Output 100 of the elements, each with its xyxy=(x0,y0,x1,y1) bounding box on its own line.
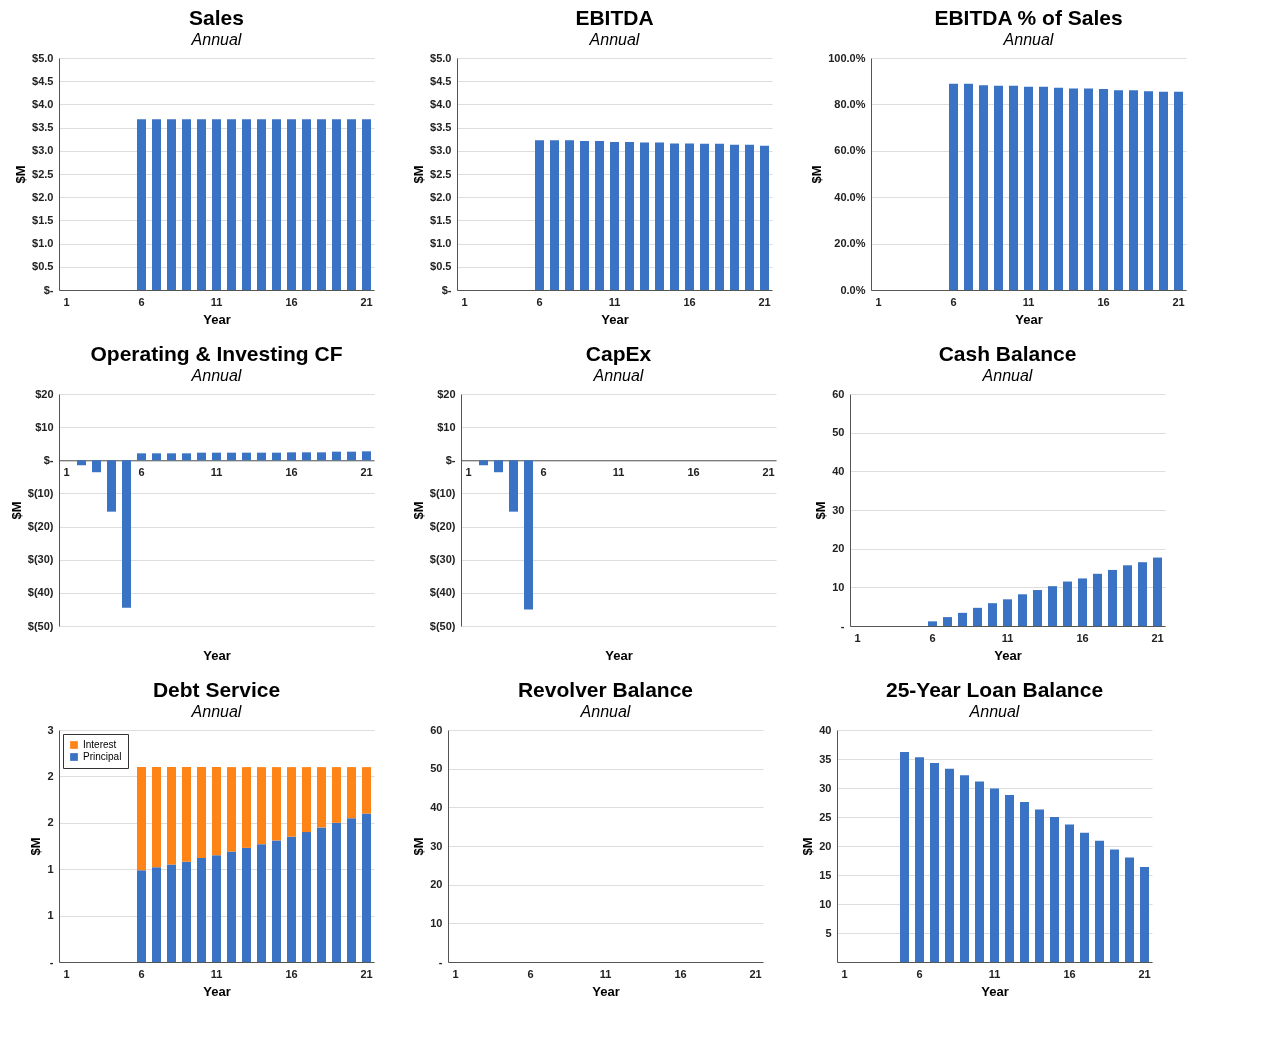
bar xyxy=(1095,840,1104,962)
y-tick-label: $(50) xyxy=(429,619,456,632)
bar xyxy=(257,452,266,461)
y-tick-label: 2 xyxy=(47,769,54,782)
x-tick-label: 11 xyxy=(210,295,223,308)
bar xyxy=(362,451,371,461)
bar xyxy=(362,767,371,814)
x-tick-label: 11 xyxy=(988,967,1001,980)
y-tick-label: $(20) xyxy=(27,520,54,533)
bar xyxy=(242,452,251,461)
y-tick-label: $2.0 xyxy=(430,190,452,203)
y-tick-label: $0.5 xyxy=(430,260,452,273)
x-tick-label: 6 xyxy=(138,295,145,308)
y-tick-label: 30 xyxy=(819,781,832,794)
chart-title: CapEx xyxy=(585,342,652,365)
y-tick-label: 50 xyxy=(430,762,443,775)
chart-title: EBITDA % of Sales xyxy=(934,6,1123,29)
y-tick-label: 10 xyxy=(832,580,845,593)
y-tick-label: $10 xyxy=(437,420,456,433)
legend-label: Interest xyxy=(83,739,117,750)
chart-subtitle: Annual xyxy=(579,703,631,720)
bar xyxy=(1063,581,1072,626)
bar xyxy=(317,767,326,828)
bar xyxy=(287,452,296,461)
y-tick-label: $4.0 xyxy=(430,97,452,110)
chart-subtitle: Annual xyxy=(588,31,640,48)
bar xyxy=(212,452,221,461)
y-tick-label: 0.0% xyxy=(840,283,866,296)
bar xyxy=(1080,832,1089,962)
bar xyxy=(77,460,86,466)
x-tick-label: 6 xyxy=(138,967,145,980)
bar xyxy=(943,617,952,626)
y-tick-label: $3.5 xyxy=(430,121,452,134)
y-tick-label: $2.0 xyxy=(32,190,54,203)
y-tick-label: - xyxy=(840,619,845,632)
bar xyxy=(287,767,296,837)
y-tick-label: $(10) xyxy=(429,486,456,499)
x-tick-label: 16 xyxy=(1076,631,1089,644)
y-tick-label: 2 xyxy=(47,816,54,829)
y-tick-label: 3 xyxy=(47,723,54,736)
y-tick-label: 60.0% xyxy=(834,144,866,157)
bar xyxy=(1125,857,1134,962)
x-tick-label: 21 xyxy=(1138,967,1151,980)
y-axis-title: $M xyxy=(813,501,829,520)
y-tick-label: $0.5 xyxy=(32,260,54,273)
chart-title: Debt Service xyxy=(152,678,281,701)
bar xyxy=(1065,824,1074,962)
y-tick-label: $(40) xyxy=(429,586,456,599)
bar xyxy=(332,822,341,962)
y-tick-label: $(20) xyxy=(429,520,456,533)
bar xyxy=(257,844,266,962)
x-tick-label: 6 xyxy=(950,295,957,308)
bar xyxy=(1123,565,1132,626)
bar xyxy=(287,836,296,962)
chart-title: EBITDA xyxy=(575,6,654,29)
y-tick-label: $- xyxy=(43,453,54,466)
bar xyxy=(945,768,954,962)
x-tick-label: 11 xyxy=(599,967,612,980)
bar xyxy=(227,851,236,962)
y-tick-label: 40 xyxy=(819,723,832,736)
y-tick-label: 50 xyxy=(832,426,845,439)
x-tick-label: 1 xyxy=(461,295,468,308)
bar xyxy=(1018,594,1027,626)
x-axis-title: Year xyxy=(981,983,1009,999)
y-tick-label: 35 xyxy=(819,752,832,765)
bar xyxy=(137,767,146,871)
x-axis-title: Year xyxy=(203,983,231,999)
y-axis-title: $M xyxy=(8,501,24,520)
bar xyxy=(182,453,191,461)
bar xyxy=(1048,586,1057,626)
bar xyxy=(197,858,206,962)
y-tick-label: 10 xyxy=(430,916,443,929)
chart-subtitle: Annual xyxy=(968,703,1020,720)
x-tick-label: 16 xyxy=(285,967,298,980)
y-axis-title: $M xyxy=(410,501,426,520)
y-tick-label: $3.0 xyxy=(32,144,54,157)
bar xyxy=(915,757,924,962)
x-tick-label: 21 xyxy=(360,465,373,478)
x-tick-label: 6 xyxy=(527,967,534,980)
bar xyxy=(197,452,206,461)
x-tick-label: 1 xyxy=(465,465,472,478)
bar xyxy=(197,767,206,859)
bar xyxy=(182,767,191,862)
y-tick-label: 100.0% xyxy=(828,51,866,64)
bar xyxy=(302,832,311,962)
bar xyxy=(212,767,221,856)
y-tick-label: - xyxy=(49,955,54,968)
chart-subtitle: Annual xyxy=(190,31,242,48)
bar xyxy=(362,813,371,962)
y-axis-title: $M xyxy=(411,837,427,856)
x-axis-title: Year xyxy=(203,311,231,327)
chart-subtitle: Annual xyxy=(981,367,1033,384)
y-tick-label: $5.0 xyxy=(32,51,54,64)
chart-subtitle: Annual xyxy=(190,703,242,720)
x-tick-label: 1 xyxy=(875,295,882,308)
y-tick-label: $20 xyxy=(35,387,54,400)
bar xyxy=(928,621,937,626)
bar xyxy=(973,607,982,626)
x-tick-label: 16 xyxy=(1097,295,1110,308)
y-tick-label: $2.5 xyxy=(430,167,452,180)
